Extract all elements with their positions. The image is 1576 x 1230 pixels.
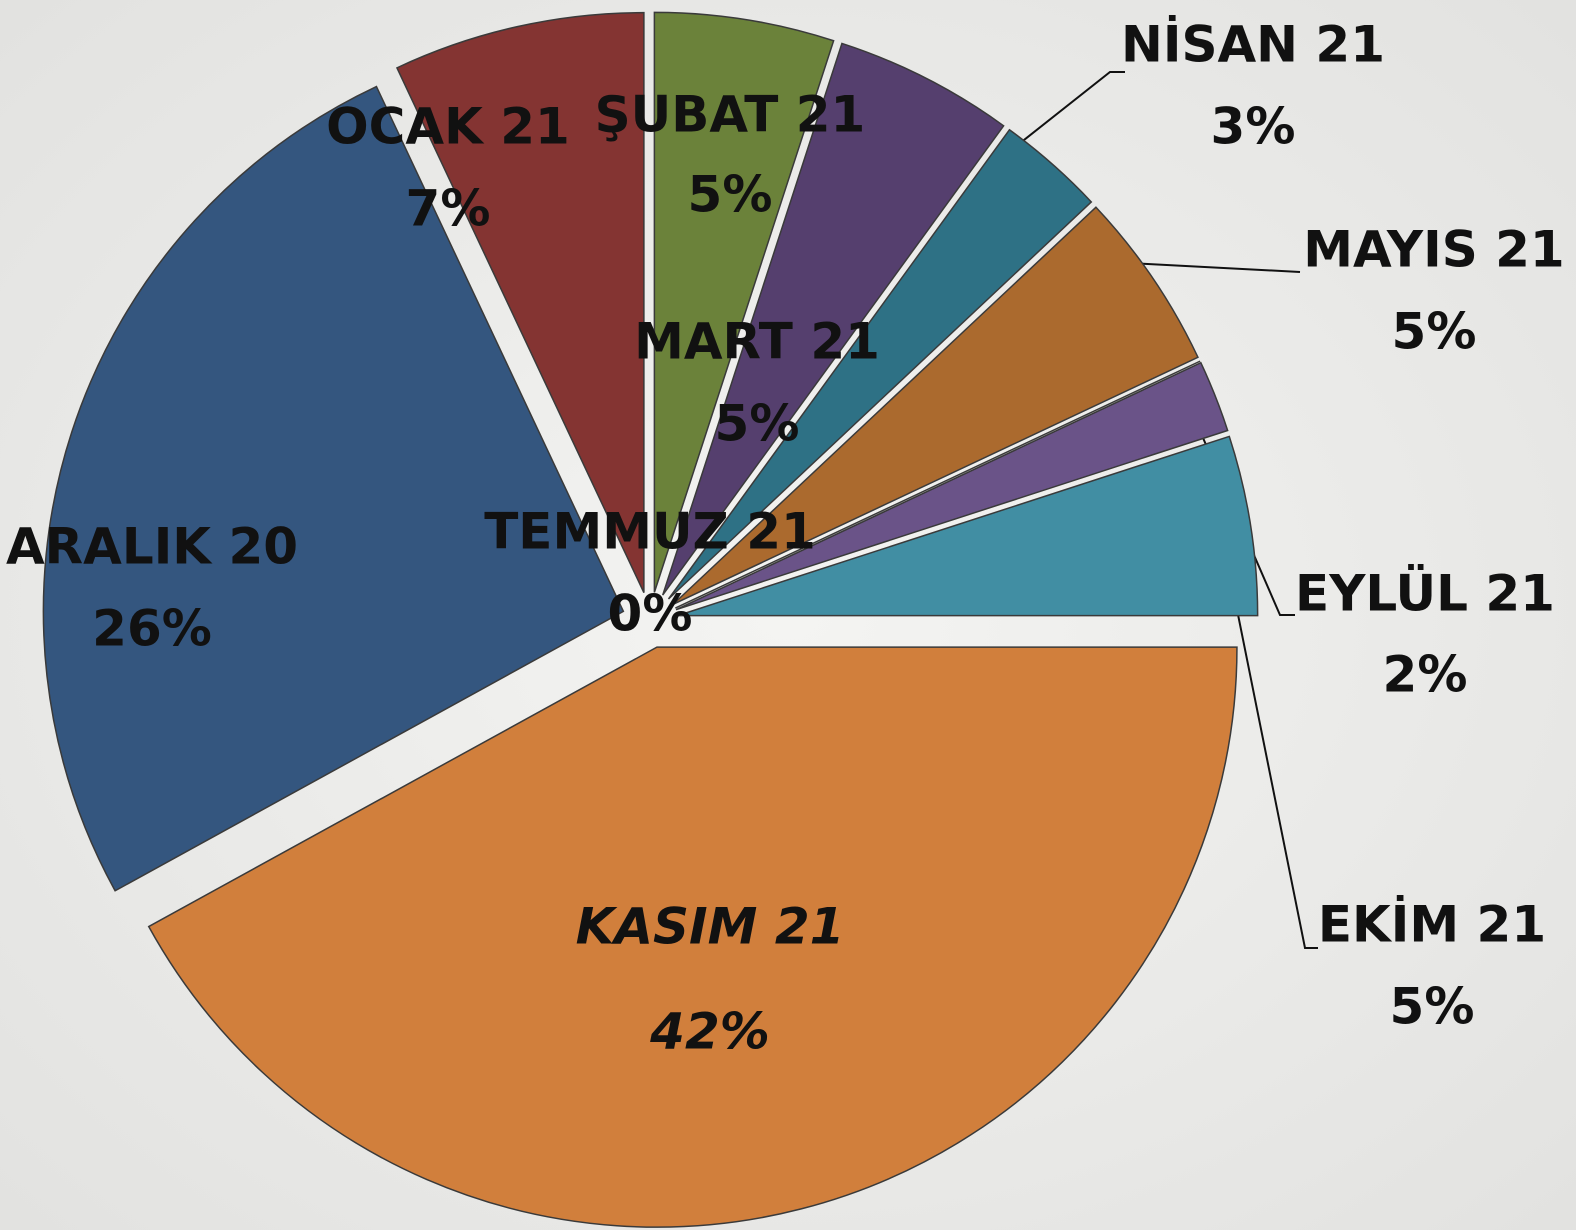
slice: [147, 646, 1238, 1228]
slice: [661, 42, 1005, 596]
slice: [677, 435, 1259, 617]
value-label: 26%: [92, 600, 212, 658]
category-label: EKİM 21: [1318, 896, 1546, 954]
slice: [672, 206, 1199, 605]
value-label: 5%: [1390, 978, 1475, 1036]
category-label: KASIM 21: [576, 898, 845, 956]
slice: [675, 360, 1201, 609]
value-label: 5%: [688, 166, 773, 224]
category-label: EYLÜL 21: [1295, 564, 1555, 623]
leader-line: [1217, 514, 1318, 949]
category-label: MAYIS 21: [1303, 221, 1564, 279]
slice: [667, 128, 1093, 600]
value-label: 42%: [649, 1003, 770, 1061]
category-label: OCAK 21: [326, 98, 570, 156]
value-label: 7%: [406, 180, 491, 238]
category-label: ŞUBAT 21: [595, 86, 866, 144]
category-label: ARALIK 20: [6, 518, 298, 576]
leader-line: [1004, 71, 1125, 156]
slice: [42, 85, 625, 892]
value-label: 3%: [1211, 98, 1296, 156]
value-label: 0%: [608, 585, 693, 643]
labels: ARALIK 20 26% OCAK 21 7% ŞUBAT 21 5% MART 21 5%…: [6, 16, 1565, 1061]
slice: [675, 361, 1229, 611]
slices: [42, 11, 1259, 1228]
value-label: 5%: [1392, 303, 1477, 361]
category-label: NİSAN 21: [1121, 16, 1385, 74]
slice: [653, 11, 835, 593]
value-label: 2%: [1383, 646, 1468, 704]
slice: [395, 11, 645, 593]
category-label: TEMMUZ 21: [484, 503, 816, 561]
value-label: 5%: [715, 395, 800, 453]
category-label: MART 21: [634, 313, 880, 371]
